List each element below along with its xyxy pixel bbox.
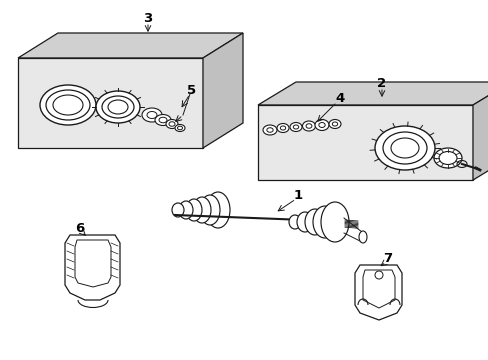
Polygon shape [354, 265, 401, 320]
Polygon shape [258, 105, 472, 180]
Polygon shape [75, 240, 111, 287]
Ellipse shape [328, 120, 340, 129]
Polygon shape [18, 58, 203, 148]
Polygon shape [362, 270, 394, 308]
Ellipse shape [179, 201, 193, 219]
Ellipse shape [200, 195, 220, 225]
Ellipse shape [155, 114, 171, 126]
Ellipse shape [142, 108, 162, 122]
Polygon shape [65, 235, 120, 300]
Polygon shape [472, 82, 488, 180]
Ellipse shape [302, 121, 315, 131]
Ellipse shape [96, 91, 140, 123]
Text: 4: 4 [335, 91, 344, 104]
Ellipse shape [314, 120, 328, 131]
Text: 6: 6 [75, 221, 84, 234]
Ellipse shape [40, 85, 96, 125]
Polygon shape [203, 33, 243, 148]
Ellipse shape [312, 206, 336, 238]
Ellipse shape [165, 120, 178, 129]
Ellipse shape [263, 125, 276, 135]
Circle shape [374, 271, 382, 279]
Ellipse shape [305, 209, 325, 235]
Ellipse shape [193, 197, 210, 223]
Ellipse shape [320, 202, 348, 242]
Ellipse shape [433, 148, 461, 168]
Text: 7: 7 [383, 252, 392, 265]
Ellipse shape [374, 126, 434, 170]
Ellipse shape [288, 215, 301, 229]
Text: 3: 3 [143, 12, 152, 24]
Text: 5: 5 [187, 84, 196, 96]
Ellipse shape [185, 199, 202, 221]
Ellipse shape [205, 192, 229, 228]
Text: 1: 1 [293, 189, 302, 202]
Ellipse shape [358, 231, 366, 243]
Ellipse shape [296, 212, 312, 232]
Ellipse shape [172, 203, 183, 217]
Ellipse shape [276, 123, 288, 132]
Ellipse shape [289, 122, 302, 131]
Polygon shape [18, 33, 243, 58]
Polygon shape [258, 82, 488, 105]
Text: 2: 2 [377, 77, 386, 90]
Ellipse shape [175, 125, 184, 131]
